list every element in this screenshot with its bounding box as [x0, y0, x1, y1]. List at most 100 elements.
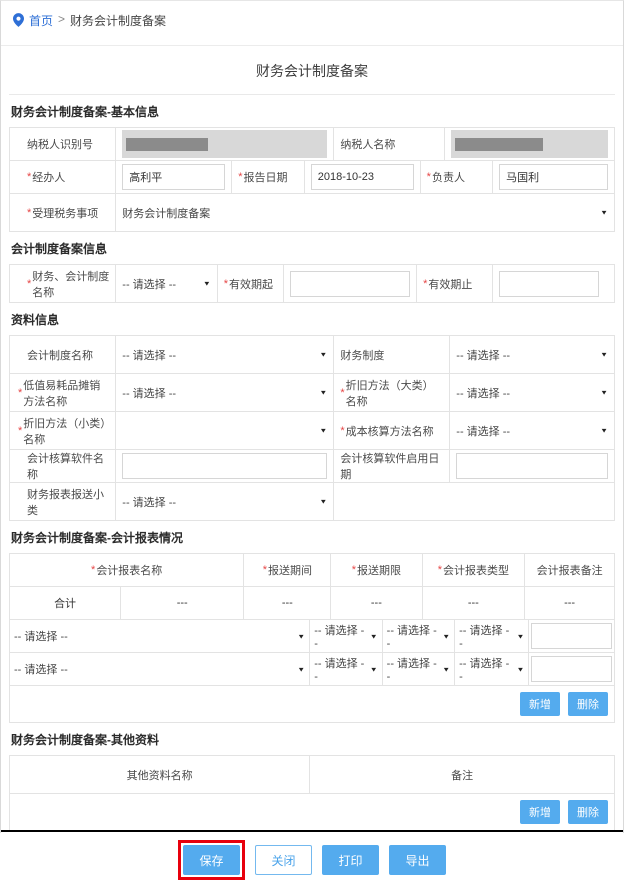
section-header-basic-info: 财务会计制度备案-基本信息	[9, 94, 615, 127]
print-button[interactable]: 打印	[322, 845, 379, 875]
valid-to-label: * 有效期止	[417, 265, 494, 302]
total-cell: ---	[331, 587, 423, 619]
report-date-field-cell: 2018-10-23	[305, 161, 421, 193]
principal-input[interactable]: 马国利	[499, 164, 608, 190]
depreciation-major-select[interactable]: -- 请选择 -- ▼	[456, 387, 608, 400]
taxpayer-name-field-cell	[445, 128, 614, 160]
taxpayer-id-field-cell	[116, 128, 335, 160]
report-table-actions: 新增 删除	[10, 686, 614, 722]
other-table-actions: 新增 删除	[10, 794, 614, 830]
report-period-select[interactable]: -- 请选择 -- ▼	[314, 625, 378, 650]
total-cell: ---	[121, 587, 245, 619]
required-mark: *	[238, 171, 243, 183]
report-note-input[interactable]	[531, 656, 612, 682]
tax-matter-field-cell: 财务会计制度备案 ▼	[116, 194, 614, 231]
required-mark: *	[426, 171, 431, 183]
table-row: * 经办人 高利平 * 报告日期 2018-10-23 * 负责人 马国利	[10, 161, 614, 194]
redaction-block	[455, 137, 544, 151]
fin-system-select[interactable]: -- 请选择 -- ▼	[456, 349, 608, 362]
agent-label: * 经办人	[10, 161, 117, 193]
costing-select[interactable]: -- 请选择 -- ▼	[456, 425, 608, 438]
col-report-type: * 会计报表类型	[423, 554, 526, 586]
depreciation-minor-field-cell: ▼	[116, 412, 335, 449]
table-row: 会计核算软件名称 会计核算软件启用日期	[10, 450, 614, 483]
software-name-label: 会计核算软件名称	[10, 450, 117, 482]
valid-to-input[interactable]	[499, 270, 600, 297]
report-period-select[interactable]: -- 请选择 -- ▼	[314, 658, 378, 683]
report-table: * 会计报表名称 * 报送期间 * 报送期限 * 会计报表类型 会计报表备注 合…	[9, 553, 615, 723]
report-type-select[interactable]: -- 请选择 -- ▼	[459, 625, 525, 650]
software-name-field-cell	[116, 450, 335, 482]
report-period-cell: -- 请选择 -- ▼	[310, 653, 383, 685]
report-date-input[interactable]: 2018-10-23	[310, 164, 414, 190]
agent-input[interactable]: 高利平	[122, 164, 226, 190]
software-date-field-cell	[450, 450, 614, 482]
report-entry-row: -- 请选择 -- ▼ -- 请选择 -- ▼ -- 请选择 -- ▼ -- 请…	[10, 620, 614, 653]
total-label: 合计	[10, 587, 122, 619]
report-deadline-select[interactable]: -- 请选择 -- ▼	[386, 658, 451, 683]
delete-other-row-button[interactable]: 删除	[568, 800, 608, 824]
save-button-highlight: 保存	[178, 840, 245, 880]
basic-info-table: 纳税人识别号 纳税人名称 * 经办人 高利平	[9, 127, 615, 232]
chevron-down-icon: ▼	[369, 632, 378, 640]
table-header-row: 其他资料名称 备注	[10, 756, 614, 794]
required-mark: *	[340, 386, 345, 399]
report-type-select[interactable]: -- 请选择 -- ▼	[459, 658, 525, 683]
section-header-material-info: 资料信息	[11, 313, 60, 327]
section-header-other-material: 财务会计制度备案-其他资料	[11, 733, 159, 747]
required-mark: *	[91, 564, 96, 576]
report-note-input[interactable]	[531, 623, 612, 649]
empty-cell	[334, 483, 614, 520]
save-button[interactable]: 保存	[183, 845, 240, 875]
redaction-block	[126, 137, 209, 151]
table-row: 会计制度名称 -- 请选择 -- ▼ 财务制度 -- 请选择 -- ▼	[10, 336, 614, 374]
system-name-field-cell: -- 请选择 -- ▼	[116, 265, 218, 302]
report-date-label: * 报告日期	[232, 161, 305, 193]
acct-system-label: 会计制度名称	[10, 336, 117, 373]
breadcrumb-current: 财务会计制度备案	[70, 14, 167, 28]
chevron-down-icon: ▼	[319, 426, 328, 435]
acct-system-select[interactable]: -- 请选择 -- ▼	[122, 349, 328, 362]
depreciation-minor-select[interactable]: ▼	[122, 412, 327, 449]
location-pin-icon	[13, 13, 24, 27]
total-cell: ---	[564, 597, 576, 609]
depreciation-major-label: * 折旧方法（大类）名称	[334, 374, 451, 411]
breadcrumb-home-link[interactable]: 首页	[29, 14, 54, 28]
valid-to-field-cell	[493, 265, 614, 302]
report-name-select[interactable]: -- 请选择 -- ▼	[14, 631, 306, 643]
form-content: 财务会计制度备案 财务会计制度备案-基本信息 纳税人识别号 纳税人名称	[1, 46, 623, 880]
close-button[interactable]: 关闭	[255, 845, 312, 875]
export-button[interactable]: 导出	[389, 845, 446, 875]
system-name-select[interactable]: -- 请选择 -- ▼	[122, 278, 211, 291]
chevron-down-icon: ▼	[319, 388, 328, 397]
tax-matter-select[interactable]: 财务会计制度备案 ▼	[122, 207, 608, 220]
required-mark: *	[262, 564, 267, 576]
taxpayer-id-label: 纳税人识别号	[10, 128, 117, 160]
valid-from-label: * 有效期起	[218, 265, 285, 302]
add-report-row-button[interactable]: 新增	[520, 692, 560, 716]
taxpayer-id-field	[122, 130, 328, 158]
software-name-input[interactable]	[122, 453, 328, 479]
section-header-report-table: 财务会计制度备案-会计报表情况	[11, 531, 183, 545]
report-period-cell: -- 请选择 -- ▼	[310, 620, 383, 652]
report-deadline-select[interactable]: -- 请选择 -- ▼	[386, 625, 451, 650]
report-name-select[interactable]: -- 请选择 -- ▼	[14, 664, 306, 676]
software-date-input[interactable]	[456, 453, 608, 479]
add-other-row-button[interactable]: 新增	[520, 800, 560, 824]
required-mark: *	[27, 206, 32, 219]
depreciation-major-field-cell: -- 请选择 -- ▼	[450, 374, 614, 411]
delete-report-row-button[interactable]: 删除	[568, 692, 608, 716]
material-info-table: 会计制度名称 -- 请选择 -- ▼ 财务制度 -- 请选择 -- ▼ *	[9, 335, 615, 521]
report-subclass-select[interactable]: -- 请选择 -- ▼	[122, 496, 328, 509]
amortization-select[interactable]: -- 请选择 -- ▼	[122, 387, 328, 400]
page-bottom-border	[1, 830, 623, 832]
form-actions: 保存 关闭 打印 导出	[9, 840, 615, 880]
required-mark: *	[437, 564, 442, 576]
required-mark: *	[18, 386, 23, 399]
required-mark: *	[351, 564, 357, 576]
tax-matter-label: * 受理税务事项	[10, 194, 117, 231]
chevron-down-icon: ▼	[202, 279, 211, 288]
valid-from-input[interactable]	[290, 270, 411, 297]
fin-system-label: 财务制度	[334, 336, 451, 373]
taxpayer-name-field	[451, 130, 608, 158]
